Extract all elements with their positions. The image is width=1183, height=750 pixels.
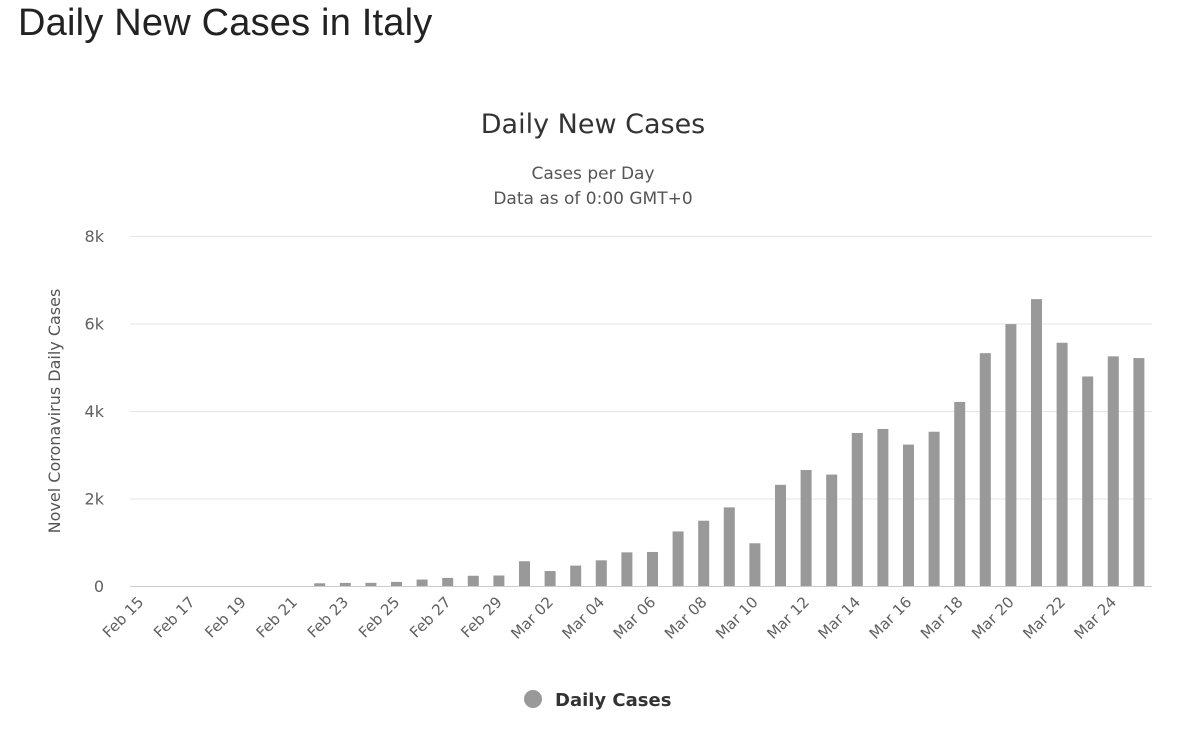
bar[interactable] <box>647 551 658 586</box>
x-tick-label: Mar 12 <box>763 593 813 643</box>
bar[interactable] <box>391 581 402 586</box>
x-tick-label: Mar 16 <box>866 593 916 643</box>
x-tick-label: Mar 22 <box>1019 593 1069 643</box>
bar[interactable] <box>723 507 735 586</box>
bar[interactable] <box>570 565 582 586</box>
bar[interactable] <box>1133 358 1145 586</box>
bar[interactable] <box>416 579 428 586</box>
x-tick-label: Mar 24 <box>1071 593 1121 643</box>
x-tick-label: Feb 19 <box>201 593 249 641</box>
bar[interactable] <box>775 484 786 586</box>
chart-title: Daily New Cases <box>481 109 706 140</box>
bar[interactable] <box>1082 376 1094 586</box>
bar[interactable] <box>672 531 684 586</box>
y-tick-label: 2k <box>85 490 105 509</box>
bar[interactable] <box>621 552 633 586</box>
bar[interactable] <box>595 560 607 586</box>
x-tick-label: Mar 02 <box>507 593 557 643</box>
bar[interactable] <box>544 571 556 586</box>
bar[interactable] <box>365 582 377 586</box>
bars <box>314 299 1145 587</box>
bar[interactable] <box>954 401 966 586</box>
bar[interactable] <box>1056 342 1068 586</box>
x-tick-label: Feb 25 <box>355 593 403 641</box>
bar[interactable] <box>442 577 454 586</box>
x-tick-label: Feb 27 <box>406 593 454 641</box>
bar[interactable] <box>826 474 838 586</box>
bar[interactable] <box>467 575 479 586</box>
x-tick-label: Feb 29 <box>457 593 505 641</box>
x-axis-ticks: Feb 15 Feb 17 Feb 19 Feb 21 Feb 23 Feb 25 Feb … <box>99 593 1120 643</box>
bar[interactable] <box>698 520 710 586</box>
bar[interactable] <box>314 583 326 586</box>
bar[interactable] <box>903 444 914 586</box>
legend-marker <box>524 690 542 708</box>
page-heading: Daily New Cases in Italy <box>18 2 433 44</box>
bar[interactable] <box>749 543 761 586</box>
bar[interactable] <box>800 470 812 586</box>
gridlines <box>130 236 1152 500</box>
x-tick-label: Mar 20 <box>968 593 1018 643</box>
y-axis-ticks: 0 2k 4k 6k 8k <box>85 227 105 596</box>
bar[interactable] <box>1005 324 1017 586</box>
x-tick-label: Mar 04 <box>559 593 609 643</box>
bar[interactable] <box>877 428 889 586</box>
bar[interactable] <box>493 575 505 587</box>
legend-label-daily-cases: Daily Cases <box>555 690 671 711</box>
bar[interactable] <box>979 353 991 586</box>
y-tick-label: 6k <box>85 315 105 334</box>
y-axis-title: Novel Coronavirus Daily Cases <box>45 289 64 534</box>
x-tick-label: Feb 21 <box>253 593 301 641</box>
x-tick-label: Feb 23 <box>304 593 352 641</box>
chart-subtitle-line-2: Data as of 0:00 GMT+0 <box>493 189 692 209</box>
y-tick-label: 4k <box>85 402 105 421</box>
x-tick-label: Mar 06 <box>610 593 660 643</box>
x-tick-label: Feb 17 <box>150 593 198 641</box>
bar[interactable] <box>851 433 863 586</box>
legend[interactable]: Daily Cases <box>524 690 671 711</box>
x-tick-label: Mar 10 <box>712 593 762 643</box>
bar[interactable] <box>1031 299 1042 586</box>
y-tick-label: 8k <box>85 227 105 246</box>
y-tick-label: 0 <box>94 577 104 596</box>
x-tick-label: Feb 15 <box>99 593 147 641</box>
chart-subtitle-line-1: Cases per Day <box>531 164 654 184</box>
bar[interactable] <box>339 582 351 586</box>
bar[interactable] <box>1107 356 1119 586</box>
x-tick-label: Mar 14 <box>815 593 865 643</box>
x-tick-label: Mar 18 <box>917 593 967 643</box>
bar[interactable] <box>519 561 530 586</box>
bar[interactable] <box>928 431 940 586</box>
x-tick-label: Mar 08 <box>661 593 711 643</box>
